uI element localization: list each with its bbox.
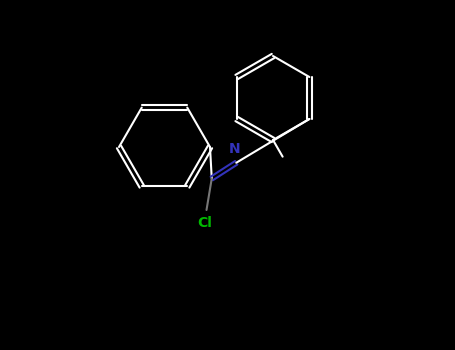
Text: N: N: [229, 142, 240, 156]
Text: Cl: Cl: [197, 216, 212, 230]
